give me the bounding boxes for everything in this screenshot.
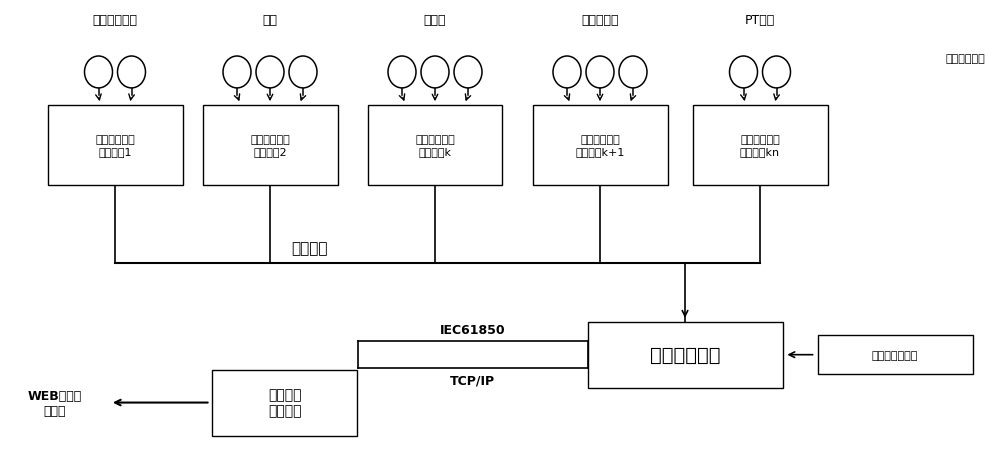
Text: 生产管理
远程后台: 生产管理 远程后台 xyxy=(268,388,302,418)
Text: 套管: 套管 xyxy=(262,14,278,27)
Ellipse shape xyxy=(730,57,758,89)
Text: 状态量数字化
处理模块kn: 状态量数字化 处理模块kn xyxy=(740,135,780,157)
FancyBboxPatch shape xyxy=(48,106,182,185)
Ellipse shape xyxy=(289,57,317,89)
Text: 环境湿度传感器: 环境湿度传感器 xyxy=(872,350,918,360)
Text: 集成系统平台: 集成系统平台 xyxy=(650,345,720,364)
FancyBboxPatch shape xyxy=(212,369,357,436)
Text: 避雷器: 避雷器 xyxy=(424,14,446,27)
Text: IEC61850: IEC61850 xyxy=(440,324,505,336)
Ellipse shape xyxy=(388,57,416,89)
Text: 状态量数字化
处理模块2: 状态量数字化 处理模块2 xyxy=(250,135,290,157)
Text: 铁芯、中性点: 铁芯、中性点 xyxy=(92,14,138,27)
Ellipse shape xyxy=(84,57,112,89)
Ellipse shape xyxy=(421,57,449,89)
FancyBboxPatch shape xyxy=(818,336,972,374)
Ellipse shape xyxy=(454,57,482,89)
Text: 通讯总线: 通讯总线 xyxy=(292,241,328,255)
Ellipse shape xyxy=(619,57,647,89)
FancyBboxPatch shape xyxy=(368,106,502,185)
FancyBboxPatch shape xyxy=(202,106,338,185)
Ellipse shape xyxy=(586,57,614,89)
Text: 模块化传感器: 模块化传感器 xyxy=(945,54,985,64)
Ellipse shape xyxy=(118,57,146,89)
FancyBboxPatch shape xyxy=(588,322,782,388)
Text: 状态量数字化
处理模块k+1: 状态量数字化 处理模块k+1 xyxy=(575,135,625,157)
Text: 流变、压变: 流变、压变 xyxy=(581,14,619,27)
FancyBboxPatch shape xyxy=(692,106,828,185)
Text: 状态量数字化
处理模块1: 状态量数字化 处理模块1 xyxy=(95,135,135,157)
Text: 状态量数字化
处理模块k: 状态量数字化 处理模块k xyxy=(415,135,455,157)
Text: WEB展示远
程监测: WEB展示远 程监测 xyxy=(28,389,82,417)
Ellipse shape xyxy=(763,57,790,89)
Text: TCP/IP: TCP/IP xyxy=(450,374,495,386)
Ellipse shape xyxy=(553,57,581,89)
Ellipse shape xyxy=(256,57,284,89)
Ellipse shape xyxy=(223,57,251,89)
FancyBboxPatch shape xyxy=(532,106,668,185)
Text: PT电压: PT电压 xyxy=(745,14,775,27)
